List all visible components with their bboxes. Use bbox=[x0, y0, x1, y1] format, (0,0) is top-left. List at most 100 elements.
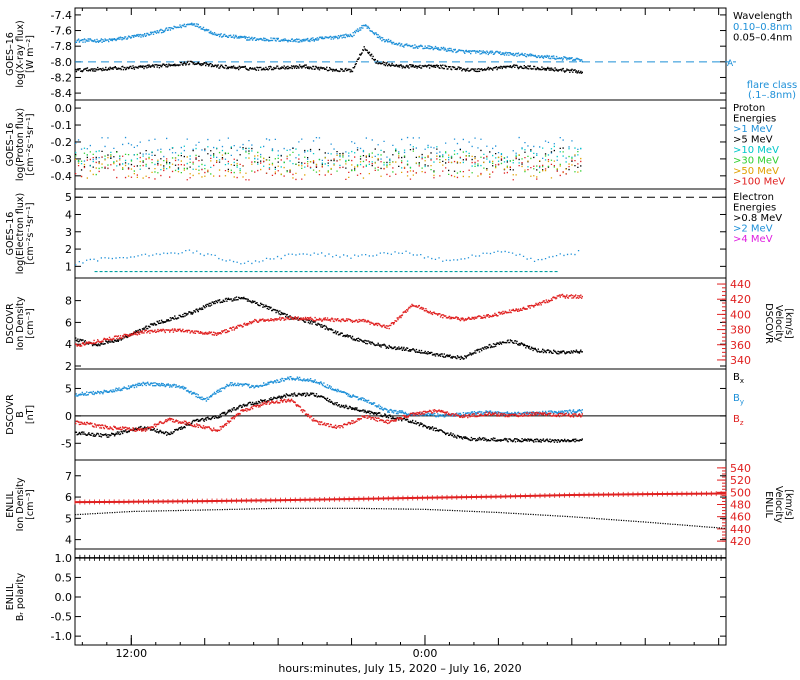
legend-entry: >4 MeV bbox=[733, 234, 773, 245]
y-tick-label: 7 bbox=[65, 470, 72, 483]
y-axis-label: Ion Density bbox=[15, 477, 26, 531]
flare-class-note: flare class bbox=[747, 80, 797, 91]
y-axis-label: Bᵣ polarity bbox=[15, 573, 26, 622]
right-axis-label: Velocity bbox=[773, 486, 784, 524]
legend-entry: Proton bbox=[733, 103, 765, 114]
y-axis-label: [cm⁻³] bbox=[25, 308, 36, 339]
y-axis-label: DSCOVR bbox=[5, 394, 16, 435]
y-axis-label: [nT] bbox=[25, 405, 36, 424]
y-tick-label: 2 bbox=[65, 360, 72, 373]
legend-entry: >2 MeV bbox=[733, 224, 773, 235]
right-tick-label: 420 bbox=[730, 535, 751, 548]
series-dscovr_density-1 bbox=[75, 293, 583, 347]
legend-entry: Wavelength bbox=[733, 11, 792, 22]
series-xray-0 bbox=[75, 22, 583, 63]
right-tick-label: 480 bbox=[730, 499, 751, 512]
legend-entry: >5 MeV bbox=[733, 135, 773, 146]
panel-electron: 1 2 3 4 5 GOES–16 log(Electron flux) [cm⁻²s⁻¹sr… bbox=[5, 191, 782, 274]
legend-entry: Electron bbox=[733, 192, 774, 203]
legend-entry: >10 MeV bbox=[733, 145, 779, 156]
y-tick-label: -8.0 bbox=[51, 56, 72, 69]
legend-entry: 0.10–0.8nm bbox=[733, 22, 792, 33]
right-tick-label: 340 bbox=[730, 354, 751, 367]
y-axis-label: [cm⁻²s⁻¹sr⁻¹] bbox=[25, 113, 36, 175]
right-tick-label: 360 bbox=[730, 339, 751, 352]
right-tick-label: 420 bbox=[730, 293, 751, 306]
legend-entry: >1 MeV bbox=[733, 124, 773, 135]
y-axis-label: [cm⁻³] bbox=[25, 489, 36, 520]
y-tick-label: 0 bbox=[65, 410, 72, 423]
right-tick-label: 440 bbox=[730, 278, 751, 291]
flare-class-marker: A bbox=[727, 59, 734, 69]
legend-subscript: y bbox=[740, 398, 744, 406]
legend-subscript: z bbox=[740, 419, 744, 427]
y-axis-label: Ion Density bbox=[15, 296, 26, 350]
series-electron-0 bbox=[75, 249, 580, 266]
y-tick-label: 2 bbox=[65, 243, 72, 256]
y-tick-label: 5 bbox=[65, 382, 72, 395]
series-proton-4 bbox=[75, 154, 582, 179]
y-axis-label: log(Proton flux) bbox=[15, 108, 26, 181]
y-tick-label: -0.3 bbox=[51, 153, 72, 166]
legend-entry: By bbox=[733, 393, 744, 406]
legend-entry: >100 MeV bbox=[733, 177, 785, 188]
series-enlil_density-0 bbox=[75, 507, 725, 529]
y-axis-label: B bbox=[15, 411, 26, 418]
y-tick-label: 0.5 bbox=[55, 571, 73, 584]
x-tick-label: 0:00 bbox=[413, 647, 438, 660]
y-tick-label: -0.5 bbox=[51, 611, 72, 624]
y-tick-label: -1.0 bbox=[51, 630, 72, 643]
y-tick-label: 4 bbox=[65, 338, 72, 351]
series-proton-2 bbox=[75, 145, 582, 171]
legend-entry: >30 MeV bbox=[733, 156, 779, 167]
y-tick-label: 5 bbox=[65, 512, 72, 525]
right-tick-label: 460 bbox=[730, 511, 751, 524]
y-tick-label: 6 bbox=[65, 316, 72, 329]
legend-entry: >50 MeV bbox=[733, 166, 779, 177]
y-axis-label: [cm⁻²s⁻¹sr⁻¹] bbox=[25, 202, 36, 264]
series-xray-1 bbox=[75, 46, 583, 74]
legend-entry: >0.8 MeV bbox=[733, 213, 782, 224]
y-tick-label: -5 bbox=[61, 437, 72, 450]
panel-proton: 0.0 -0.1 -0.2 -0.3 -0.4 GOES–16 log(Proton flu… bbox=[5, 102, 785, 187]
x-tick-label: 12:00 bbox=[115, 647, 147, 660]
right-axis-label: [km/s] bbox=[783, 489, 794, 519]
y-tick-label: 4 bbox=[65, 534, 72, 547]
y-tick-label: 6 bbox=[65, 491, 72, 504]
legend-entry: Bz bbox=[733, 414, 744, 427]
series-proton-0 bbox=[75, 136, 582, 162]
y-axis-label: GOES–16 bbox=[5, 212, 16, 256]
right-tick-label: 500 bbox=[730, 486, 751, 499]
legend-subscript: x bbox=[740, 377, 744, 385]
panel-xray: -8.4 -8.2 -8.0 -7.8 -7.6 -7.4 GOES–16 log(X-ray… bbox=[5, 9, 797, 101]
y-tick-label: -0.1 bbox=[51, 119, 72, 132]
right-tick-label: 520 bbox=[730, 474, 751, 487]
right-tick-label: 380 bbox=[730, 324, 751, 337]
y-tick-label: 4 bbox=[65, 208, 72, 221]
series-dscovr_b-1 bbox=[75, 376, 583, 418]
y-axis-label: [W m⁻²] bbox=[25, 35, 36, 73]
y-tick-label: 5 bbox=[65, 191, 72, 204]
legend-entry: Energies bbox=[733, 203, 776, 214]
y-axis-label: log(X-ray flux) bbox=[15, 20, 26, 87]
legend-entry: Bx bbox=[733, 372, 744, 385]
y-tick-label: -8.4 bbox=[51, 87, 72, 100]
series-dscovr_b-2 bbox=[75, 398, 583, 432]
y-tick-label: -7.4 bbox=[51, 9, 72, 22]
legend-entry: Energies bbox=[733, 114, 776, 125]
right-axis-label: [km/s] bbox=[783, 308, 794, 338]
y-tick-label: 8 bbox=[65, 295, 72, 308]
right-tick-label: 440 bbox=[730, 523, 751, 536]
panel-dscovr_b: -5 0 5 DSCOVR B [nT] Bx By Bz bbox=[5, 372, 744, 450]
series-proton-5 bbox=[75, 155, 582, 181]
series-dscovr_b-0 bbox=[75, 392, 583, 443]
y-axis-label: ENLIL bbox=[5, 491, 16, 518]
y-tick-label: 0.0 bbox=[55, 591, 73, 604]
right-tick-label: 540 bbox=[730, 462, 751, 475]
y-tick-label: 1 bbox=[65, 260, 72, 273]
y-tick-label: 1.0 bbox=[55, 552, 73, 565]
right-axis-label: DSCOVR bbox=[763, 303, 774, 344]
series-dscovr_density-0 bbox=[75, 296, 583, 360]
y-axis-label: log(Electron flux) bbox=[15, 193, 26, 275]
